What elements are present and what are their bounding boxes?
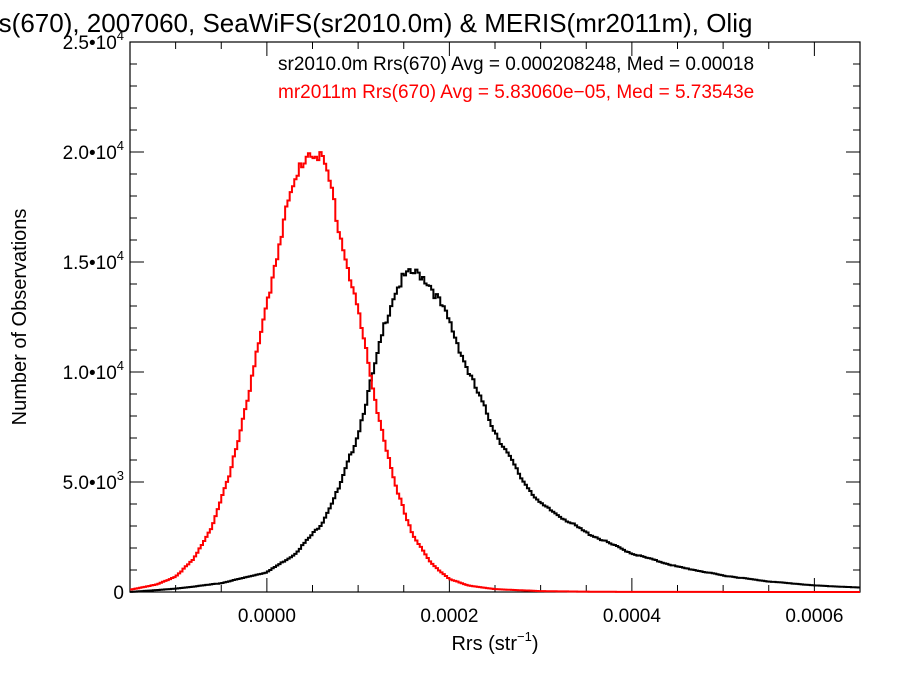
y-tick-label: 2.5•104 <box>63 28 124 54</box>
legend-entry-black: sr2010.0m Rrs(670) Avg = 0.000208248, Me… <box>278 54 754 75</box>
x-tick-label: 0.0004 <box>603 606 662 627</box>
plot-area-frame <box>129 41 861 593</box>
y-tick-label: 0 <box>113 583 124 604</box>
x-axis-label-exponent: −1 <box>517 629 532 644</box>
y-tick-exponent: 4 <box>117 138 124 153</box>
histogram-series-mr2011m <box>130 151 860 593</box>
y-tick-mantissa: 5.0•10 <box>63 473 117 494</box>
y-tick-mantissa: 1.5•10 <box>63 253 117 274</box>
x-axis-label-main: Rrs (str <box>451 633 517 655</box>
y-axis-label: Number of Observations <box>9 209 31 426</box>
y-tick-mantissa: 2.0•10 <box>63 143 117 164</box>
x-axis-label: Rrs (str−1) <box>451 629 538 655</box>
y-tick-exponent: 4 <box>117 248 124 263</box>
y-tick-label: 1.0•104 <box>63 358 124 384</box>
y-tick-mantissa: 0 <box>113 583 124 604</box>
chart-title: rs(670), 2007060, SeaWiFS(sr2010.0m) & M… <box>0 8 752 38</box>
x-tick-label: 0.0006 <box>785 606 843 627</box>
y-tick-label: 5.0•103 <box>63 468 124 494</box>
x-tick-label: 0.0002 <box>420 606 478 627</box>
histogram-series-sr2010.0m <box>130 268 860 593</box>
y-tick-exponent: 4 <box>117 358 124 373</box>
y-tick-exponent: 3 <box>117 468 124 483</box>
legend-entry-red: mr2011m Rrs(670) Avg = 5.83060e−05, Med … <box>278 82 754 103</box>
x-tick-label: 0.0000 <box>238 606 296 627</box>
x-axis-label-suffix: ) <box>532 633 539 655</box>
x-axis: 0.0000 0.0002 0.0004 0.0006 <box>129 42 861 627</box>
y-tick-label: 1.5•104 <box>63 248 124 274</box>
y-tick-label: 2.0•104 <box>63 138 124 164</box>
y-tick-exponent: 4 <box>117 28 124 43</box>
y-tick-mantissa: 2.5•10 <box>63 33 117 54</box>
series-layer <box>130 151 860 593</box>
y-tick-mantissa: 1.0•10 <box>63 363 117 384</box>
